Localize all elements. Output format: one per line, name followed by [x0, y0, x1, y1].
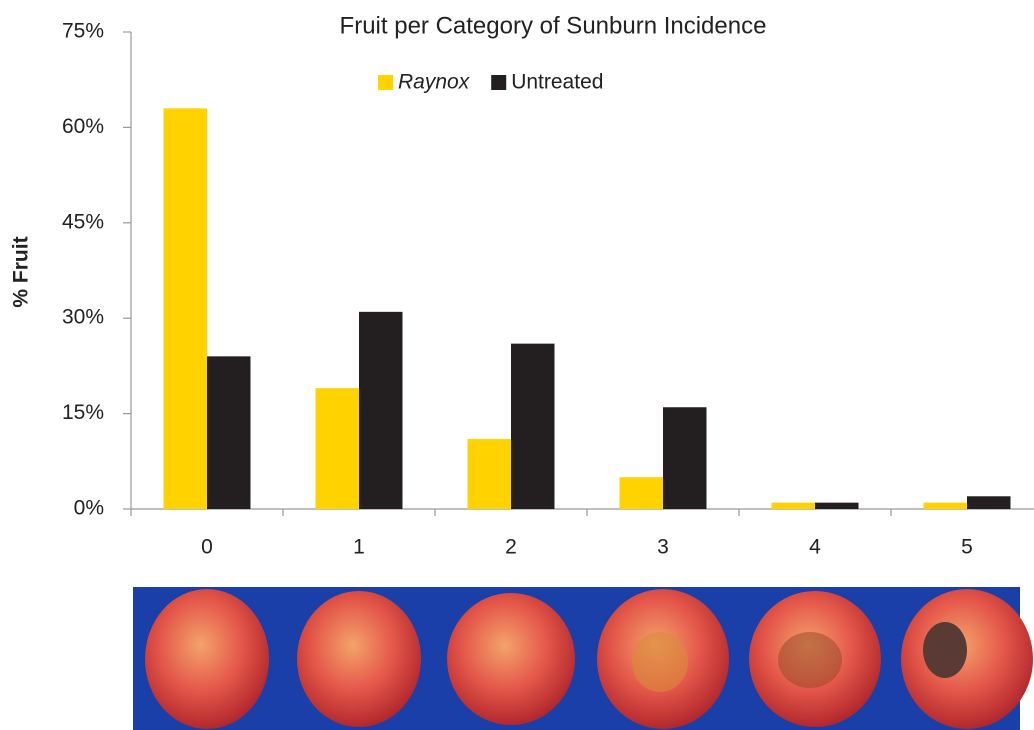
x-tick-label: 4: [809, 536, 821, 559]
chart-title: Fruit per Category of Sunburn Incidence: [340, 12, 767, 39]
y-tick-label: 60%: [62, 115, 104, 138]
y-axis-label: % Fruit: [10, 236, 33, 307]
y-tick-label: 75%: [62, 20, 104, 43]
photo: [133, 587, 1033, 730]
legend-label: Untreated: [511, 71, 603, 94]
x-tick-label: 3: [657, 536, 669, 559]
y-tick-label: 45%: [62, 210, 104, 233]
bar: [359, 312, 403, 509]
bar: [316, 388, 360, 509]
y-tick-label: 30%: [62, 306, 104, 329]
bar: [815, 503, 859, 509]
legend-swatch: [491, 75, 506, 90]
y-tick-label: 15%: [62, 401, 104, 424]
bar: [663, 407, 707, 509]
bar: [468, 439, 512, 509]
x-tick-label: 1: [353, 536, 365, 559]
bar: [207, 356, 251, 509]
bar: [924, 503, 968, 509]
bar: [967, 496, 1011, 509]
bar: [772, 503, 816, 509]
y-tick-label: 0%: [74, 497, 104, 520]
bar: [511, 344, 555, 509]
legend-swatch: [378, 75, 393, 90]
chart: Fruit per Category of Sunburn Incidence …: [0, 0, 1034, 730]
bar: [164, 108, 208, 509]
x-tick-label: 2: [505, 536, 517, 559]
x-tick-label: 0: [201, 536, 213, 559]
x-tick-label: 5: [961, 536, 973, 559]
legend-label: Raynox: [398, 71, 471, 94]
bar: [620, 477, 664, 509]
